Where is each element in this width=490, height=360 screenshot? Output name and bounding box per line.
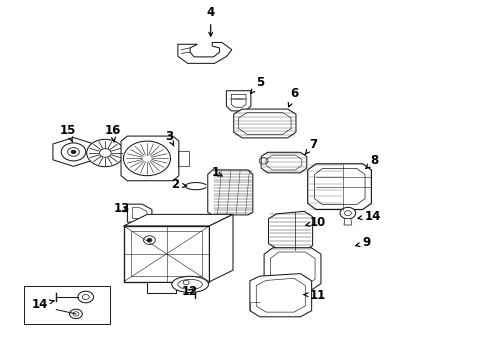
Text: 5: 5 bbox=[251, 76, 264, 94]
PathPatch shape bbox=[261, 152, 307, 173]
Circle shape bbox=[70, 309, 82, 319]
PathPatch shape bbox=[264, 248, 321, 290]
Text: 4: 4 bbox=[207, 6, 215, 36]
Text: 14: 14 bbox=[358, 210, 381, 222]
PathPatch shape bbox=[178, 42, 232, 63]
PathPatch shape bbox=[308, 164, 371, 210]
Text: 10: 10 bbox=[306, 216, 326, 229]
Text: 9: 9 bbox=[356, 237, 370, 249]
PathPatch shape bbox=[124, 226, 210, 282]
Circle shape bbox=[87, 139, 124, 167]
Text: 6: 6 bbox=[288, 87, 298, 107]
PathPatch shape bbox=[147, 282, 176, 292]
Text: 14: 14 bbox=[32, 298, 54, 311]
PathPatch shape bbox=[344, 219, 352, 225]
Text: 13: 13 bbox=[113, 202, 130, 215]
PathPatch shape bbox=[53, 138, 94, 166]
Text: 8: 8 bbox=[366, 154, 379, 168]
PathPatch shape bbox=[210, 215, 233, 282]
Circle shape bbox=[340, 207, 356, 219]
Text: 16: 16 bbox=[104, 124, 121, 142]
Text: 15: 15 bbox=[59, 124, 76, 142]
Circle shape bbox=[147, 238, 152, 242]
PathPatch shape bbox=[127, 204, 152, 222]
PathPatch shape bbox=[264, 276, 273, 284]
Text: 2: 2 bbox=[172, 178, 186, 191]
PathPatch shape bbox=[234, 109, 296, 138]
PathPatch shape bbox=[226, 91, 251, 111]
Circle shape bbox=[71, 150, 76, 154]
Circle shape bbox=[78, 291, 94, 303]
PathPatch shape bbox=[124, 215, 233, 226]
Text: 11: 11 bbox=[304, 289, 326, 302]
Ellipse shape bbox=[172, 276, 209, 292]
Text: 3: 3 bbox=[165, 130, 174, 146]
Text: 12: 12 bbox=[182, 285, 198, 298]
PathPatch shape bbox=[269, 211, 313, 251]
PathPatch shape bbox=[208, 170, 253, 215]
PathPatch shape bbox=[121, 136, 179, 181]
Text: 1: 1 bbox=[212, 166, 222, 179]
PathPatch shape bbox=[250, 274, 312, 317]
Text: 7: 7 bbox=[305, 138, 318, 154]
